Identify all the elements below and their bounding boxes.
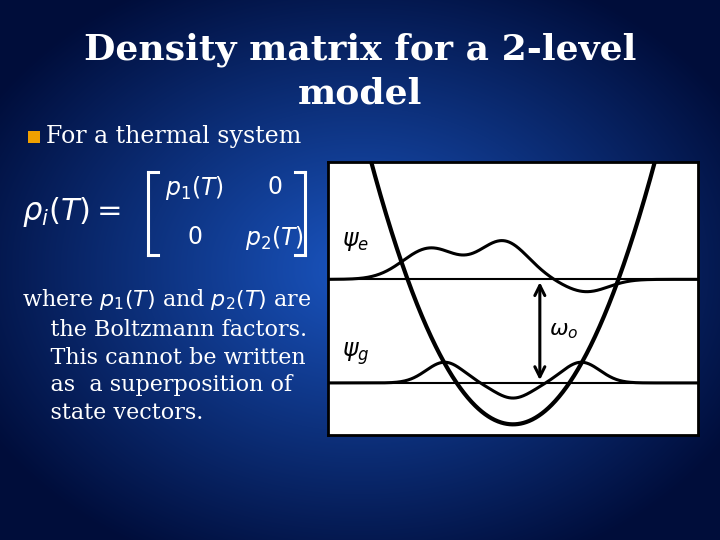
Text: $p_1(T)$: $p_1(T)$ [166,174,225,202]
Text: $0$: $0$ [267,177,283,199]
Text: For a thermal system: For a thermal system [46,125,301,148]
Text: $\omega_o$: $\omega_o$ [549,321,578,341]
Text: $p_2(T)$: $p_2(T)$ [246,224,305,252]
Text: the Boltzmann factors.: the Boltzmann factors. [22,319,307,341]
Text: Density matrix for a 2-level: Density matrix for a 2-level [84,33,636,68]
Text: This cannot be written: This cannot be written [22,347,305,369]
Text: $\rho_i(T) =$: $\rho_i(T) =$ [22,195,121,229]
Bar [28,131,40,143]
Text: $\psi_g$: $\psi_g$ [342,341,369,367]
Text: state vectors.: state vectors. [22,402,203,424]
Text: model: model [298,76,422,110]
Text: $0$: $0$ [187,226,203,249]
Text: $\psi_e$: $\psi_e$ [342,230,369,253]
Text: as  a superposition of: as a superposition of [22,374,292,396]
Text: where $p_1(T)$ and $p_2(T)$ are: where $p_1(T)$ and $p_2(T)$ are [22,287,312,313]
